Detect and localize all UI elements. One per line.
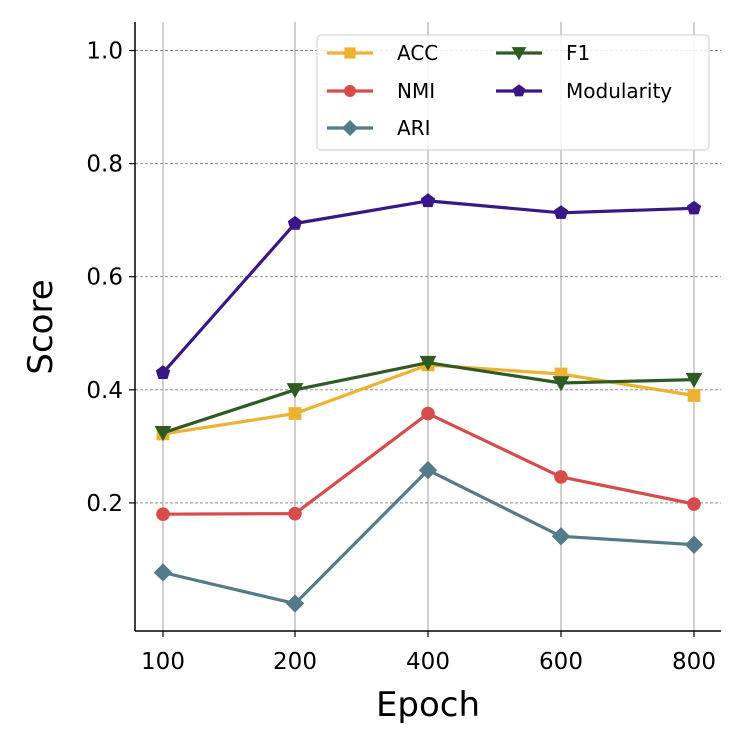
legend-marker-nmi [344,85,356,97]
x-tick-label: 400 [406,649,450,675]
data-point-ari [418,460,438,480]
data-point-nmi [554,470,568,484]
series [153,193,704,613]
data-point-modularity [420,193,436,208]
legend-marker-modularity [512,84,526,97]
data-point-ari [285,594,305,613]
x-tick-label: 100 [141,649,185,675]
legend-label-acc: ACC [397,41,438,65]
legend-entry-ari: ARI [327,116,430,140]
data-point-f1 [154,426,172,442]
data-point-nmi [687,497,701,511]
y-tick-label: 0.8 [86,152,123,178]
data-point-acc [687,389,701,402]
legend-entry-modularity: Modularity [496,79,672,103]
data-point-f1 [286,383,304,399]
legend-label-nmi: NMI [397,79,435,103]
series-modularity [155,193,702,379]
legend-marker-acc [344,47,356,59]
x-tick-label: 200 [273,649,317,675]
axes [129,22,721,637]
legend-label-ari: ARI [397,116,430,140]
tick-labels: 100 200 400 600 800 0.2 0.4 0.6 0.8 1.0 [86,39,716,676]
x-tick-label: 800 [672,649,716,675]
data-point-nmi [421,406,435,421]
x-axis-title: Epoch [376,685,480,725]
data-point-nmi [288,506,302,521]
data-point-nmi [156,507,170,522]
data-point-acc [288,407,302,420]
y-axis-title: Score [21,279,61,374]
data-point-modularity [553,205,569,219]
data-point-ari [684,535,704,554]
data-point-f1 [685,372,703,389]
legend: ACC NMI ARI F1 Modularity [316,34,710,151]
data-point-modularity [155,365,171,379]
y-tick-label: 0.4 [86,378,123,404]
x-tick-label: 600 [539,649,583,675]
legend-marker-f1 [511,47,527,61]
data-point-ari [153,563,173,582]
data-point-modularity [287,215,303,230]
legend-entry-acc: ACC [327,41,438,65]
data-point-f1 [552,376,570,392]
legend-entry-f1: F1 [496,41,590,65]
y-tick-label: 1.0 [86,39,123,65]
legend-entry-nmi: NMI [327,79,435,103]
series-nmi [156,406,701,522]
y-tick-label: 0.2 [86,491,123,517]
data-point-f1 [419,355,437,372]
series-ari [153,460,704,613]
legend-label-modularity: Modularity [566,79,672,103]
data-point-modularity [686,200,702,215]
data-point-ari [551,527,571,546]
series-f1 [154,355,703,442]
legend-marker-ari [341,119,359,137]
legend-label-f1: F1 [566,41,590,65]
y-tick-label: 0.6 [86,265,123,291]
